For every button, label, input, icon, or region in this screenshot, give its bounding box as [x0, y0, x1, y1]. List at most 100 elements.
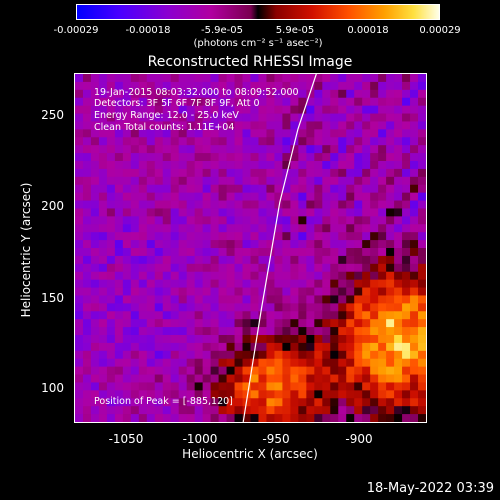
- heatmap-cell: [242, 153, 251, 162]
- heatmap-cell: [274, 374, 283, 383]
- heatmap-cell: [210, 89, 219, 99]
- heatmap-cell: [226, 374, 235, 383]
- heatmap-cell: [290, 129, 299, 138]
- heatmap-cell: [210, 263, 219, 273]
- heatmap-cell: [298, 224, 307, 233]
- annotation-detectors: Detectors: 3F 5F 6F 7F 8F 9F, Att 0: [94, 98, 260, 109]
- heatmap-cell: [402, 358, 411, 368]
- heatmap-cell: [75, 176, 84, 186]
- heatmap-cell: [378, 74, 387, 83]
- heatmap-cell: [274, 168, 283, 178]
- heatmap-cell: [138, 129, 148, 138]
- heatmap-cell: [370, 271, 379, 281]
- heatmap-cell: [282, 342, 291, 352]
- heatmap-cell: [194, 208, 204, 217]
- heatmap-cell: [218, 216, 227, 225]
- heatmap-cell: [386, 153, 395, 162]
- heatmap-cell: [250, 232, 259, 241]
- heatmap-cell: [290, 342, 299, 352]
- heatmap-cell: [242, 74, 251, 83]
- heatmap-cell: [306, 390, 315, 399]
- heatmap-cell: [266, 406, 275, 415]
- heatmap-cell: [290, 279, 299, 288]
- heatmap-cell: [154, 414, 164, 422]
- heatmap-cell: [290, 319, 299, 328]
- heatmap-cell: [170, 176, 180, 186]
- heatmap-cell: [394, 335, 403, 344]
- heatmap-cell: [282, 97, 291, 107]
- heatmap-cell: [242, 168, 251, 178]
- heatmap-cell: [202, 327, 212, 336]
- heatmap-cell: [82, 232, 92, 241]
- heatmap-cell: [362, 89, 371, 99]
- heatmap-cell: [370, 74, 379, 83]
- heatmap-cell: [114, 105, 124, 114]
- heatmap-cell: [362, 350, 371, 360]
- heatmap-cell: [178, 137, 188, 146]
- heatmap-cell: [418, 319, 426, 328]
- heatmap-cell: [394, 319, 403, 328]
- colorbar-tick: 5.9e-05: [275, 25, 315, 36]
- heatmap-cell: [202, 248, 212, 257]
- heatmap-cell: [242, 105, 251, 114]
- heatmap-cell: [90, 327, 100, 336]
- heatmap-cell: [146, 335, 156, 344]
- heatmap-cell: [194, 200, 204, 209]
- heatmap-cell: [402, 105, 411, 114]
- heatmap-cell: [394, 105, 403, 114]
- heatmap-cell: [106, 279, 116, 288]
- heatmap-cell: [354, 279, 363, 288]
- heatmap-cell: [226, 398, 235, 407]
- heatmap-cell: [202, 390, 212, 399]
- heatmap-cell: [218, 184, 227, 194]
- heatmap-cell: [218, 382, 227, 391]
- heatmap-cell: [210, 311, 219, 320]
- heatmap-cell: [178, 192, 188, 201]
- heatmap-cell: [75, 303, 84, 312]
- heatmap-cell: [178, 81, 188, 91]
- heatmap-cell: [75, 89, 84, 99]
- heatmap-cell: [218, 105, 227, 114]
- heatmap-cell: [154, 161, 164, 170]
- heatmap-cell: [330, 208, 339, 217]
- heatmap-cell: [266, 327, 275, 336]
- heatmap-cell: [218, 97, 227, 107]
- heatmap-cell: [354, 121, 363, 130]
- heatmap-cell: [98, 224, 108, 233]
- heatmap-cell: [402, 200, 411, 209]
- heatmap-cell: [330, 350, 339, 360]
- heatmap-cell: [162, 248, 172, 257]
- heatmap-cell: [362, 208, 371, 217]
- heatmap-cell: [338, 121, 347, 130]
- heatmap-cell: [186, 271, 196, 281]
- heatmap-cell: [106, 208, 116, 217]
- heatmap-cell: [354, 311, 363, 320]
- heatmap-cell: [210, 406, 219, 415]
- heatmap-cell: [98, 279, 108, 288]
- heatmap-cell: [354, 366, 363, 375]
- heatmap-cell: [410, 271, 419, 281]
- heatmap-cell: [322, 153, 331, 162]
- heatmap-cell: [194, 255, 204, 265]
- x-tick-label: -1050: [108, 432, 144, 446]
- heatmap-cell: [250, 176, 259, 186]
- heatmap-cell: [410, 81, 419, 91]
- heatmap-cell: [162, 303, 172, 312]
- heatmap-cell: [362, 224, 371, 233]
- heatmap-cell: [106, 303, 116, 312]
- heatmap-cell: [266, 184, 275, 194]
- heatmap-cell: [234, 113, 243, 122]
- heatmap-cell: [290, 105, 299, 114]
- heatmap-cell: [234, 287, 243, 296]
- heatmap-cell: [98, 176, 108, 186]
- heatmap-cell: [378, 366, 387, 375]
- heatmap-cell: [146, 303, 156, 312]
- heatmap-cell: [242, 287, 251, 296]
- heatmap-cell: [162, 168, 172, 178]
- heatmap-cell: [122, 382, 132, 391]
- heatmap-cell: [194, 303, 204, 312]
- heatmap-cell: [178, 224, 188, 233]
- heatmap-cell: [194, 145, 204, 154]
- heatmap-cell: [154, 406, 164, 415]
- heatmap-cell: [394, 113, 403, 122]
